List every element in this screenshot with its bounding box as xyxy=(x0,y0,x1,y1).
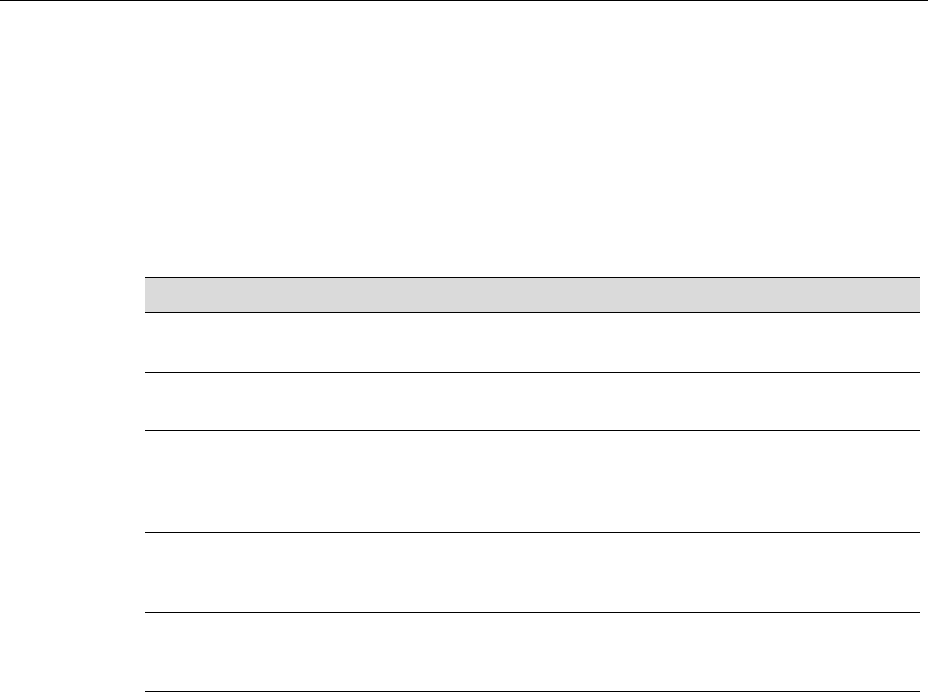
row-rule xyxy=(145,372,920,373)
header-rule xyxy=(0,0,928,1)
table-header-row xyxy=(145,277,920,313)
row-rule xyxy=(145,532,920,533)
row-rule xyxy=(145,691,920,692)
row-rule xyxy=(145,430,920,431)
row-rule xyxy=(145,612,920,613)
